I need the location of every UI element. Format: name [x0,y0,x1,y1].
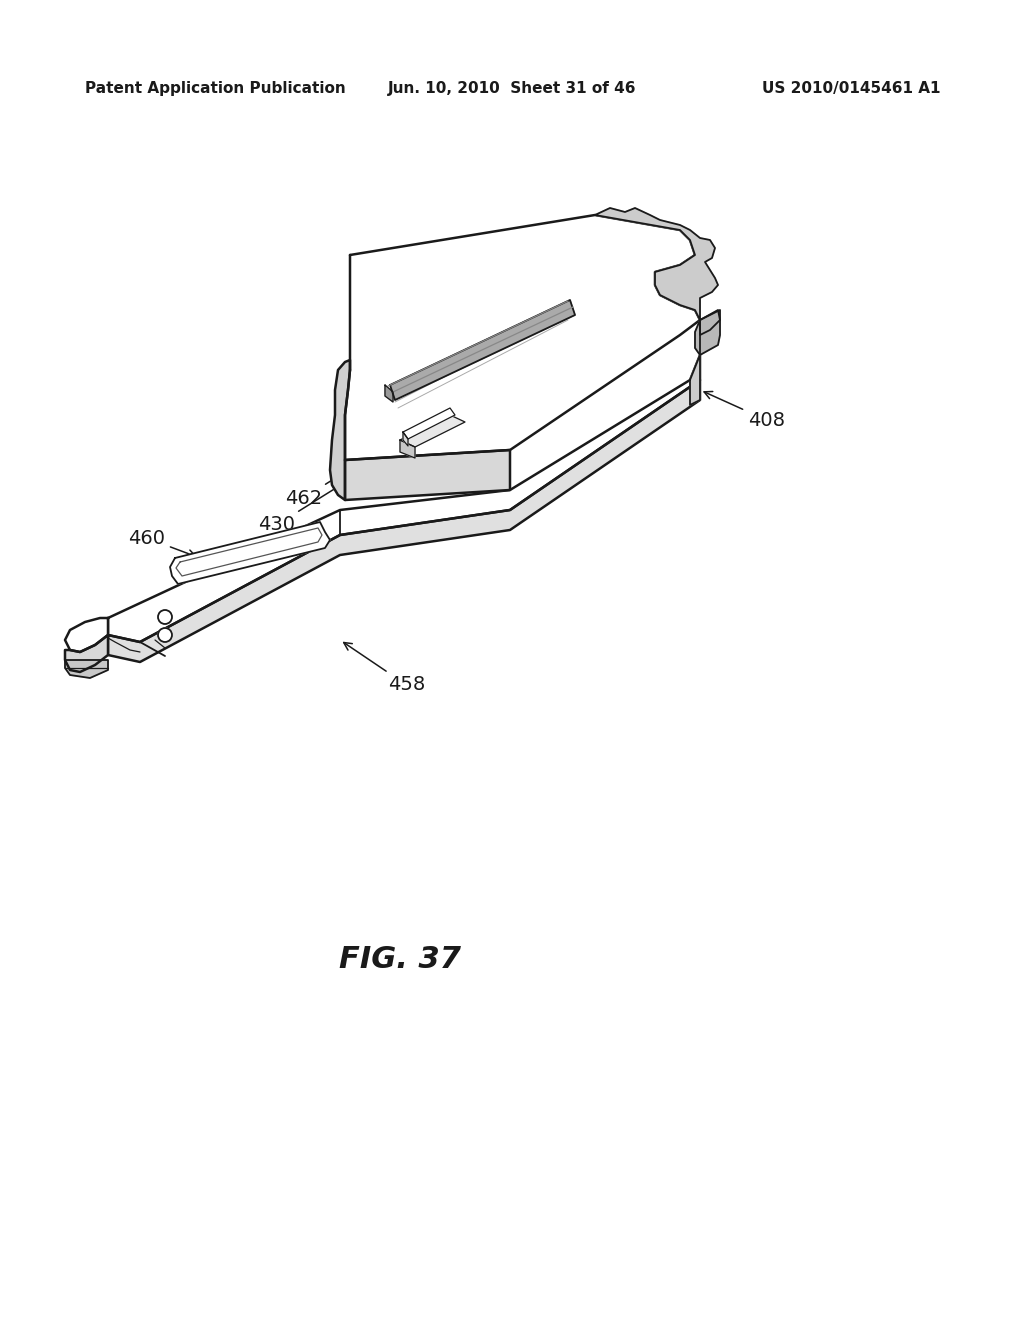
Polygon shape [400,414,465,447]
Polygon shape [400,440,415,458]
Text: US 2010/0145461 A1: US 2010/0145461 A1 [762,81,940,95]
Polygon shape [330,360,350,500]
Polygon shape [170,521,330,583]
Polygon shape [65,660,108,678]
Polygon shape [385,385,393,403]
Text: 430: 430 [258,447,401,535]
Polygon shape [403,432,408,446]
Polygon shape [345,215,700,459]
Text: Patent Application Publication: Patent Application Publication [85,81,346,95]
Text: Jun. 10, 2010  Sheet 31 of 46: Jun. 10, 2010 Sheet 31 of 46 [388,81,636,95]
Polygon shape [65,635,108,672]
Polygon shape [65,618,108,652]
Polygon shape [390,300,575,400]
Circle shape [158,610,172,624]
Text: FIG. 37: FIG. 37 [339,945,461,974]
Polygon shape [595,209,718,319]
Polygon shape [108,380,700,663]
Polygon shape [345,450,510,500]
Text: 462: 462 [285,428,416,507]
Polygon shape [690,355,700,405]
Circle shape [158,628,172,642]
Text: 460: 460 [128,528,196,557]
Text: 400: 400 [480,239,538,315]
Text: 408: 408 [705,392,785,429]
Polygon shape [108,355,700,642]
Text: 458: 458 [344,643,425,694]
Polygon shape [695,310,720,355]
Polygon shape [403,408,455,440]
Polygon shape [700,310,720,335]
